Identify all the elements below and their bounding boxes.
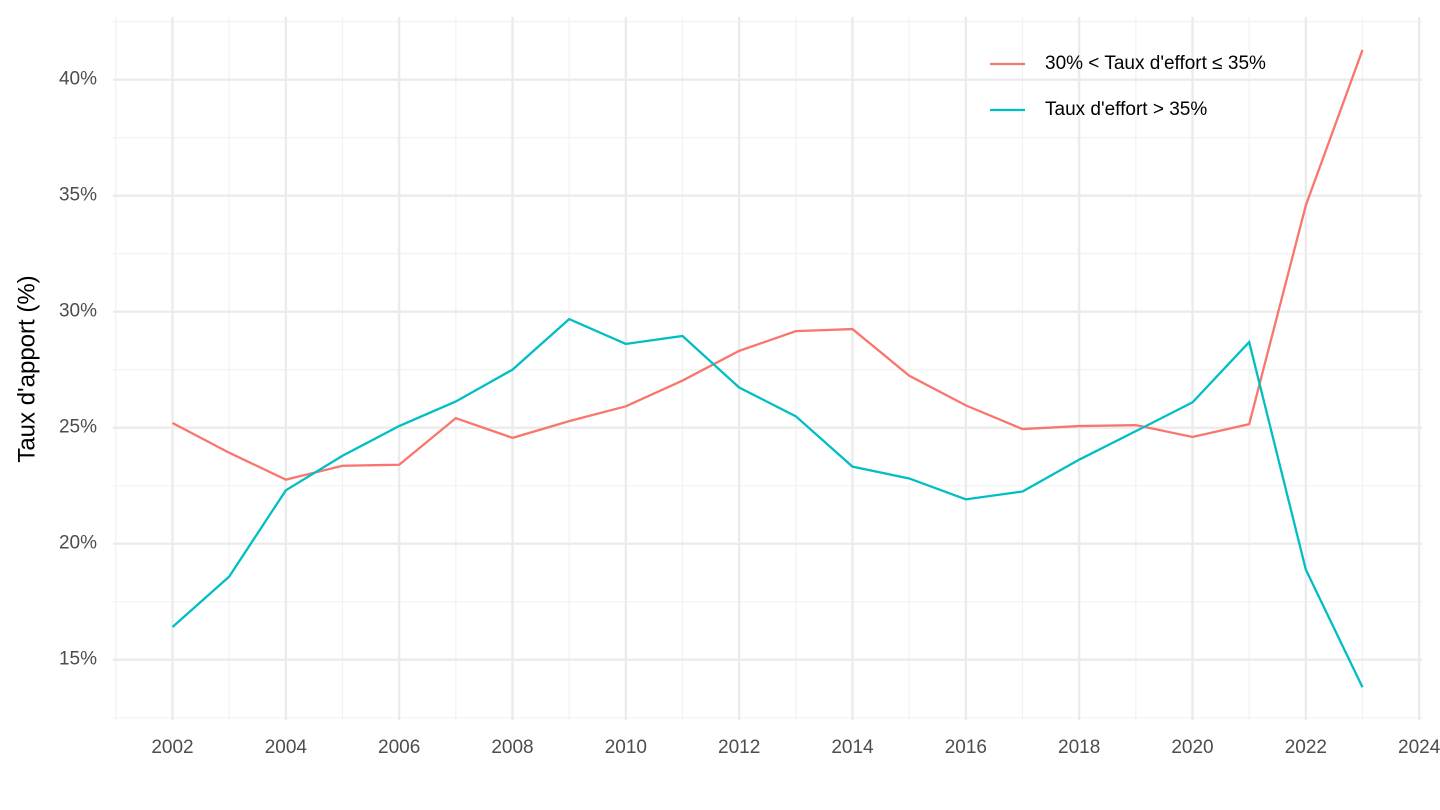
- y-tick-label: 20%: [59, 533, 97, 554]
- y-tick-label: 40%: [59, 69, 97, 90]
- legend-label: Taux d'effort > 35%: [1045, 99, 1207, 120]
- line-series: [171, 49, 1364, 481]
- x-tick-label: 2024: [1398, 737, 1440, 758]
- x-tick-label: 2010: [605, 737, 647, 758]
- line-series: [171, 317, 1364, 688]
- x-tick-label: 2002: [151, 737, 193, 758]
- grid: [113, 17, 1422, 720]
- x-tick-label: 2004: [265, 737, 308, 758]
- legend-label: 30% < Taux d'effort ≤ 35%: [1045, 53, 1266, 74]
- y-tick-label: 30%: [59, 301, 97, 322]
- x-tick-label: 2008: [491, 737, 533, 758]
- y-tick-label: 35%: [59, 185, 97, 206]
- x-tick-label: 2014: [831, 737, 874, 758]
- y-tick-label: 25%: [59, 417, 97, 438]
- x-tick-label: 2022: [1285, 737, 1327, 758]
- x-tick-label: 2016: [945, 737, 987, 758]
- x-tick-label: 2006: [378, 737, 420, 758]
- x-tick-label: 2018: [1058, 737, 1100, 758]
- x-tick-label: 2012: [718, 737, 760, 758]
- y-tick-label: 15%: [59, 649, 97, 670]
- x-tick-label: 2020: [1171, 737, 1213, 758]
- y-axis-label: Taux d'apport (%): [13, 275, 40, 462]
